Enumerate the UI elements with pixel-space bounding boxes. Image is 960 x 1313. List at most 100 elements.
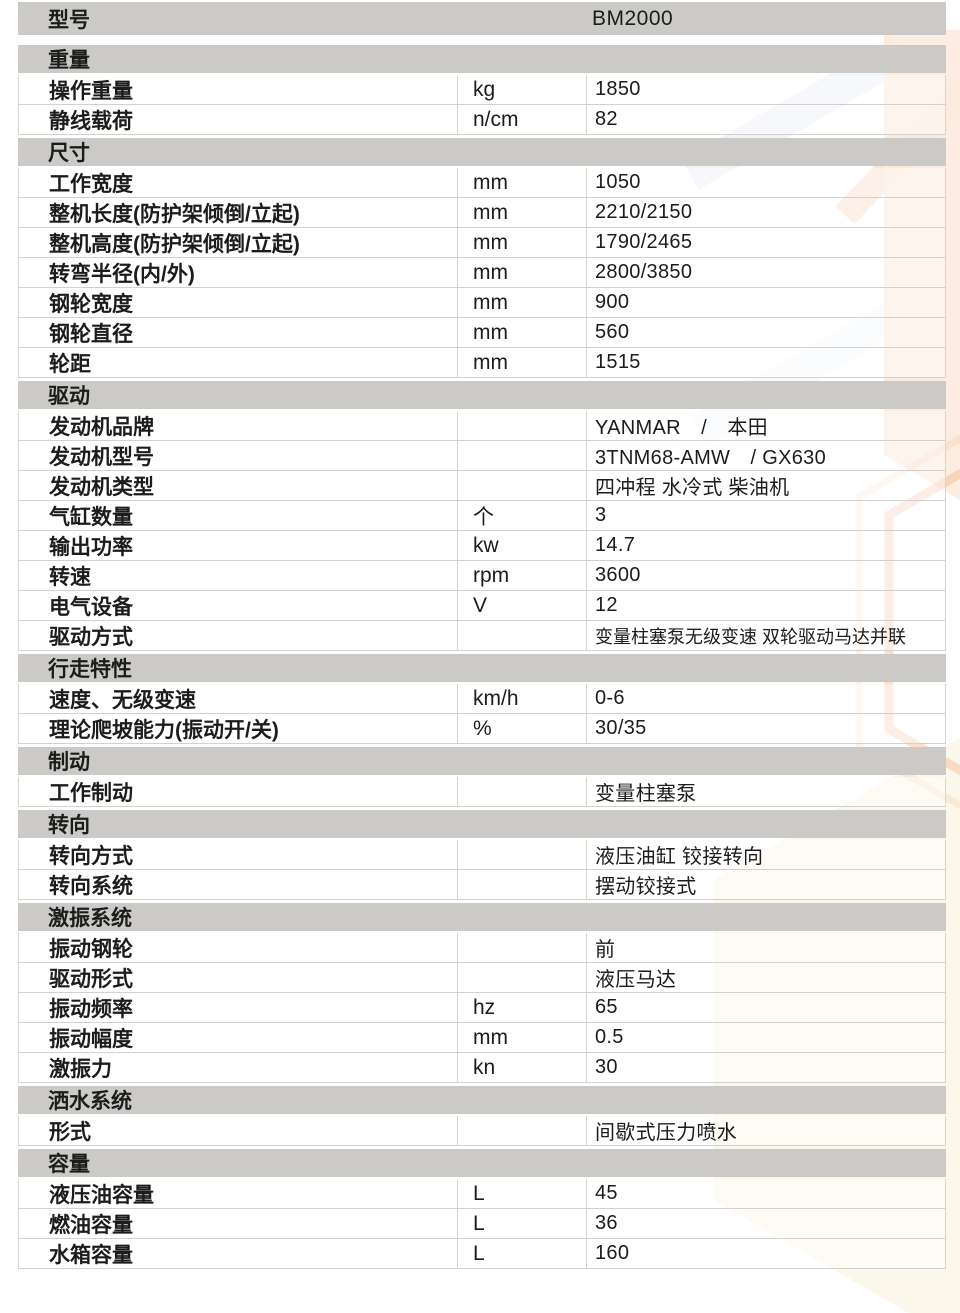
spec-value: 14.7 <box>595 534 636 556</box>
spec-unit: mm <box>458 348 587 377</box>
table-row: 工作制动 变量柱塞泵 <box>18 777 946 807</box>
spec-value: 2210/2150 <box>595 201 693 223</box>
section-title: 行走特性 <box>48 658 132 681</box>
spec-unit: 个 <box>458 501 587 530</box>
table-row: 驱动方式 变量柱塞泵无级变速 双轮驱动马达并联 <box>18 621 946 651</box>
spec-unit: L <box>458 1179 587 1208</box>
table-row: 发动机型号 3TNM68-AMW / GX630 <box>18 441 946 471</box>
table-row: 液压油容量 L 45 <box>18 1179 946 1209</box>
section-header-bar: 驱动 <box>18 381 946 409</box>
spec-unit: km/h <box>458 684 587 713</box>
section-header-bar: 行走特性 <box>18 654 946 682</box>
spec-value: 四冲程 水冷式 柴油机 <box>595 477 790 499</box>
spec-unit: rpm <box>458 561 587 590</box>
table-row: 静线载荷 n/cm 82 <box>18 105 946 135</box>
spec-section: 驱动 发动机品牌 YANMAR / 本田 发动机型号 3TNM68-AMW / … <box>18 381 946 651</box>
spec-unit: kw <box>458 531 587 560</box>
spec-label: 转向方式 <box>19 840 458 869</box>
section-title: 尺寸 <box>48 142 90 165</box>
spec-unit <box>458 1116 587 1145</box>
model-value: BM2000 <box>592 6 674 30</box>
spec-unit: n/cm <box>458 105 587 134</box>
spec-label: 理论爬坡能力(振动开/关) <box>19 714 458 743</box>
table-row: 输出功率 kw 14.7 <box>18 531 946 561</box>
table-row: 形式 间歇式压力喷水 <box>18 1116 946 1146</box>
spec-section: 制动 工作制动 变量柱塞泵 <box>18 747 946 807</box>
spec-sheet: 型号 BM2000 重量 操作重量 kg 1850 静线载荷 n/cm 82 尺… <box>18 2 946 1269</box>
table-row: 水箱容量 L 160 <box>18 1239 946 1269</box>
table-row: 振动钢轮 前 <box>18 933 946 963</box>
table-row: 振动频率 hz 65 <box>18 993 946 1023</box>
spec-section: 重量 操作重量 kg 1850 静线载荷 n/cm 82 <box>18 45 946 135</box>
spec-label: 转向系统 <box>19 870 458 899</box>
spec-unit: kn <box>458 1053 587 1082</box>
spec-value: 30 <box>595 1056 618 1078</box>
spec-value: 变量柱塞泵无级变速 双轮驱动马达并联 <box>595 626 906 647</box>
section-rows: 转向方式 液压油缸 铰接转向 转向系统 摆动铰接式 <box>18 840 946 900</box>
sections: 重量 操作重量 kg 1850 静线载荷 n/cm 82 尺寸 工作宽度 mm … <box>18 45 946 1269</box>
spec-unit: mm <box>458 288 587 317</box>
spec-unit: mm <box>458 258 587 287</box>
spec-label: 发动机型号 <box>19 441 458 470</box>
table-row: 整机高度(防护架倾倒/立起) mm 1790/2465 <box>18 228 946 258</box>
spec-label: 形式 <box>19 1116 458 1145</box>
spec-unit: hz <box>458 993 587 1022</box>
spec-label: 驱动形式 <box>19 963 458 992</box>
spec-label: 发动机类型 <box>19 471 458 500</box>
spec-label: 燃油容量 <box>19 1209 458 1238</box>
table-row: 工作宽度 mm 1050 <box>18 168 946 198</box>
table-row: 钢轮直径 mm 560 <box>18 318 946 348</box>
spec-label: 气缸数量 <box>19 501 458 530</box>
spec-value: 变量柱塞泵 <box>595 783 697 805</box>
section-rows: 发动机品牌 YANMAR / 本田 发动机型号 3TNM68-AMW / GX6… <box>18 411 946 651</box>
section-rows: 形式 间歇式压力喷水 <box>18 1116 946 1146</box>
spec-section: 容量 液压油容量 L 45 燃油容量 L 36 水箱容量 L 160 <box>18 1149 946 1269</box>
spec-label: 整机高度(防护架倾倒/立起) <box>19 228 458 257</box>
spec-label: 整机长度(防护架倾倒/立起) <box>19 198 458 227</box>
table-row: 整机长度(防护架倾倒/立起) mm 2210/2150 <box>18 198 946 228</box>
section-rows: 液压油容量 L 45 燃油容量 L 36 水箱容量 L 160 <box>18 1179 946 1269</box>
section-header-bar: 容量 <box>18 1149 946 1177</box>
spec-label: 发动机品牌 <box>19 411 458 440</box>
section-header-bar: 制动 <box>18 747 946 775</box>
spec-section: 尺寸 工作宽度 mm 1050 整机长度(防护架倾倒/立起) mm 2210/2… <box>18 138 946 378</box>
spec-value: 36 <box>595 1212 618 1234</box>
spec-unit: mm <box>458 168 587 197</box>
spec-unit <box>458 933 587 962</box>
spec-label: 液压油容量 <box>19 1179 458 1208</box>
spec-unit: mm <box>458 228 587 257</box>
spec-value: 3 <box>595 504 607 526</box>
table-row: 发动机类型 四冲程 水冷式 柴油机 <box>18 471 946 501</box>
spec-unit <box>458 441 587 470</box>
spec-label: 工作宽度 <box>19 168 458 197</box>
spec-label: 轮距 <box>19 348 458 377</box>
spec-unit: kg <box>458 75 587 104</box>
spec-unit: % <box>458 714 587 743</box>
section-title: 驱动 <box>48 385 90 408</box>
spec-label: 电气设备 <box>19 591 458 620</box>
section-title: 激振系统 <box>48 907 132 930</box>
table-row: 驱动形式 液压马达 <box>18 963 946 993</box>
spec-value: 前 <box>595 939 616 961</box>
spec-value: 0-6 <box>595 687 625 709</box>
spec-unit <box>458 963 587 992</box>
spec-unit <box>458 840 587 869</box>
table-row: 发动机品牌 YANMAR / 本田 <box>18 411 946 441</box>
spec-label: 速度、无级变速 <box>19 684 458 713</box>
spec-label: 操作重量 <box>19 75 458 104</box>
table-row: 轮距 mm 1515 <box>18 348 946 378</box>
spec-value: 1050 <box>595 171 641 193</box>
spec-unit: mm <box>458 318 587 347</box>
section-header-bar: 重量 <box>18 45 946 73</box>
table-row: 钢轮宽度 mm 900 <box>18 288 946 318</box>
section-header-bar: 尺寸 <box>18 138 946 166</box>
spec-unit <box>458 777 587 806</box>
section-rows: 速度、无级变速 km/h 0-6 理论爬坡能力(振动开/关) % 30/35 <box>18 684 946 744</box>
spec-label: 转弯半径(内/外) <box>19 258 458 287</box>
section-title: 重量 <box>48 49 90 72</box>
spec-unit <box>458 621 587 650</box>
table-row: 气缸数量 个 3 <box>18 501 946 531</box>
spec-value: 0.5 <box>595 1026 624 1048</box>
section-title: 制动 <box>48 751 90 774</box>
spec-unit: mm <box>458 1023 587 1052</box>
